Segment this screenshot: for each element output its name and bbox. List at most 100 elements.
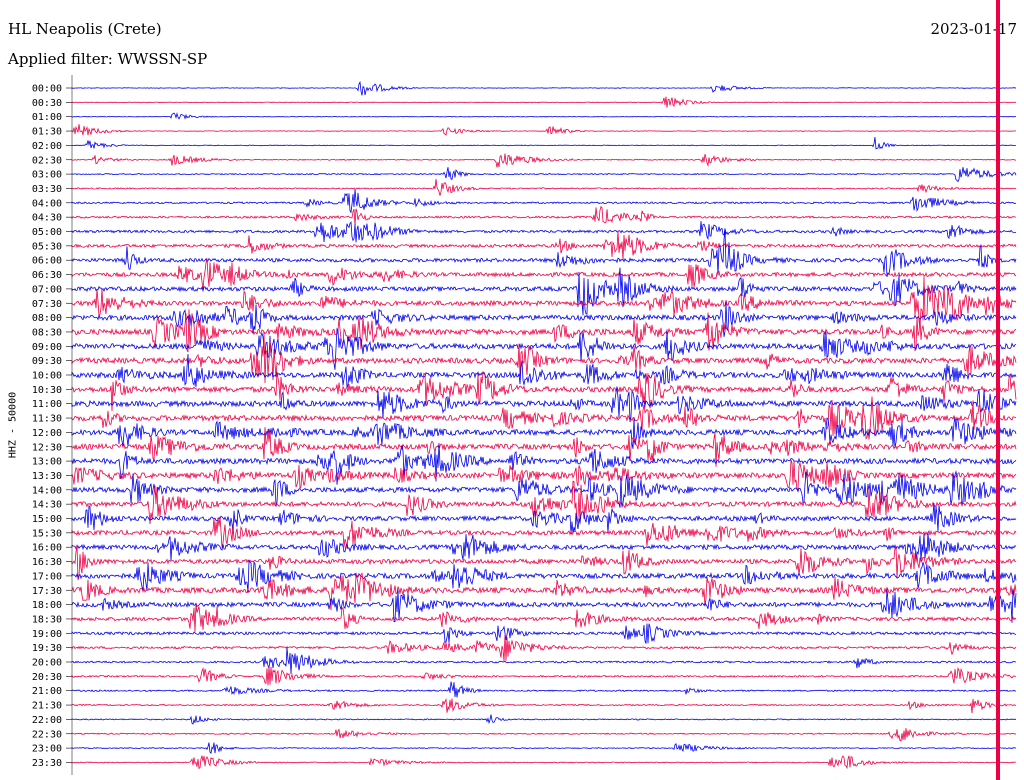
trace-0130 <box>71 124 1017 136</box>
trace-0230 <box>71 153 1017 168</box>
trace-1900 <box>71 623 1017 644</box>
row-label-0400: 04:00 <box>32 198 62 209</box>
trace-0330 <box>71 179 1017 196</box>
row-label-1430: 14:30 <box>32 500 62 511</box>
trace-0430 <box>71 205 1017 226</box>
trace-1030 <box>71 370 1017 412</box>
row-labels: 00:00 00:30 01:00 01:30 02:00 02:30 03:00 03:30… <box>32 84 72 769</box>
row-label-0000: 00:00 <box>32 84 62 95</box>
row-label-2000: 20:00 <box>32 658 62 669</box>
row-label-1530: 15:30 <box>32 528 62 539</box>
trace-2330 <box>71 755 1016 770</box>
trace-1100 <box>71 386 1017 423</box>
trace-2000 <box>71 647 1017 675</box>
row-label-1130: 11:30 <box>32 414 62 425</box>
trace-1430 <box>71 480 1017 525</box>
row-label-0230: 02:30 <box>32 155 62 166</box>
row-label-0200: 02:00 <box>32 141 62 152</box>
trace-1830 <box>71 603 1017 632</box>
row-label-2100: 21:00 <box>32 686 62 697</box>
trace-1400 <box>71 470 1017 508</box>
row-label-0900: 09:00 <box>32 342 62 353</box>
row-label-1330: 13:30 <box>32 471 62 482</box>
date-label: 2023-01-17 <box>930 20 1017 38</box>
trace-0100 <box>71 112 1016 120</box>
trace-0830 <box>71 309 1017 353</box>
row-label-0500: 05:00 <box>32 227 62 238</box>
row-label-0330: 03:30 <box>32 184 62 195</box>
trace-2100 <box>71 681 1017 698</box>
trace-1230 <box>71 427 1017 467</box>
trace-1530 <box>71 516 1017 549</box>
row-label-0830: 08:30 <box>32 327 62 338</box>
row-label-1730: 17:30 <box>32 586 62 597</box>
trace-1000 <box>71 354 1017 389</box>
row-label-0730: 07:30 <box>32 299 62 310</box>
row-label-1300: 13:00 <box>32 457 62 468</box>
trace-0500 <box>71 221 1017 243</box>
row-label-1500: 15:00 <box>32 514 62 525</box>
row-label-1200: 12:00 <box>32 428 62 439</box>
trace-0900 <box>71 327 1017 370</box>
trace-0400 <box>71 189 1017 214</box>
row-label-0600: 06:00 <box>32 256 62 267</box>
row-label-0100: 01:00 <box>32 112 62 123</box>
row-label-2200: 22:00 <box>32 715 62 726</box>
trace-1800 <box>71 588 1017 623</box>
row-label-0130: 01:30 <box>32 127 62 138</box>
trace-2230 <box>71 728 1017 742</box>
row-label-0630: 06:30 <box>32 270 62 281</box>
row-label-1630: 16:30 <box>32 557 62 568</box>
trace-0730 <box>71 276 1017 326</box>
trace-2200 <box>71 714 1017 725</box>
trace-0000 <box>71 80 1017 96</box>
row-label-1830: 18:30 <box>32 614 62 625</box>
trace-0300 <box>71 167 1017 183</box>
trace-1600 <box>71 531 1017 562</box>
trace-0700 <box>71 267 1017 316</box>
trace-1330 <box>71 459 1017 491</box>
row-label-0800: 08:00 <box>32 313 62 324</box>
trace-0800 <box>71 301 1017 337</box>
row-label-2030: 20:30 <box>32 672 62 683</box>
row-label-1700: 17:00 <box>32 571 62 582</box>
row-label-1400: 14:00 <box>32 485 62 496</box>
trace-2030 <box>71 666 1017 686</box>
row-label-2230: 22:30 <box>32 729 62 740</box>
event-marker-line <box>996 0 1000 780</box>
trace-0930 <box>71 331 1017 384</box>
row-label-0700: 07:00 <box>32 284 62 295</box>
row-label-1000: 10:00 <box>32 371 62 382</box>
row-label-1030: 10:30 <box>32 385 62 396</box>
trace-1500 <box>71 503 1017 534</box>
trace-1300 <box>71 443 1017 485</box>
row-label-1100: 11:00 <box>32 399 62 410</box>
trace-1200 <box>71 417 1017 449</box>
row-label-1230: 12:30 <box>32 442 62 453</box>
trace-1630 <box>71 544 1017 581</box>
row-label-0930: 09:30 <box>32 356 62 367</box>
trace-0630 <box>71 258 1017 291</box>
overlay <box>71 0 1000 780</box>
row-label-2300: 23:00 <box>32 744 62 755</box>
traces <box>71 80 1017 770</box>
trace-1730 <box>71 572 1017 611</box>
row-label-1600: 16:00 <box>32 543 62 554</box>
row-label-0530: 05:30 <box>32 241 62 252</box>
row-label-0300: 03:00 <box>32 170 62 181</box>
row-label-0030: 00:30 <box>32 98 62 109</box>
row-label-1900: 19:00 <box>32 629 62 640</box>
row-label-1930: 19:30 <box>32 643 62 654</box>
row-label-2130: 21:30 <box>32 701 62 712</box>
trace-0600 <box>71 228 1017 277</box>
row-label-1800: 18:00 <box>32 600 62 611</box>
trace-2130 <box>71 698 1017 714</box>
trace-1700 <box>71 559 1017 593</box>
trace-0530 <box>71 230 1017 260</box>
trace-2300 <box>71 742 1017 755</box>
trace-1930 <box>71 634 1017 662</box>
filter-label: Applied filter: WWSSN-SP <box>8 50 208 68</box>
trace-1130 <box>71 396 1017 440</box>
trace-0030 <box>71 96 1017 108</box>
